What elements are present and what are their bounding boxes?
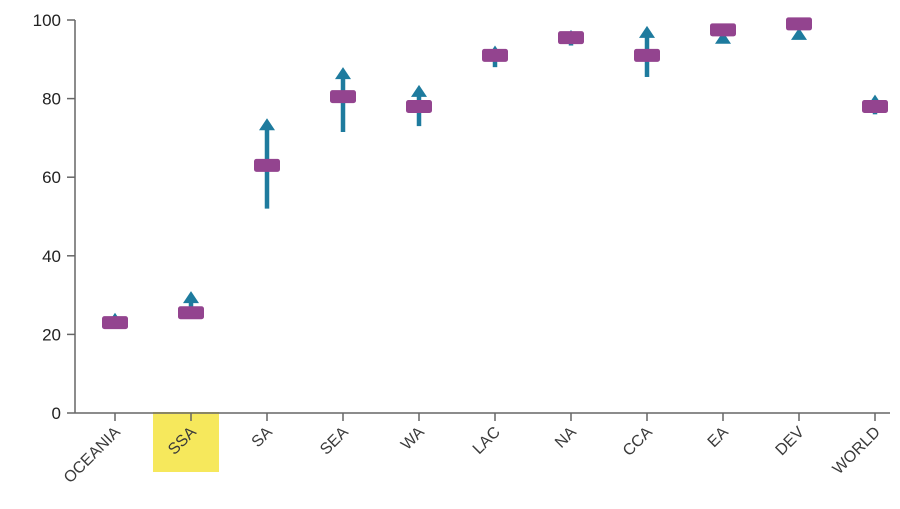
estimate-marker — [862, 99, 888, 113]
x-category-label: EA — [705, 424, 732, 451]
arrow-head — [791, 27, 807, 40]
y-tick-label: 40 — [42, 247, 61, 266]
arrow-head — [183, 291, 199, 304]
estimate-marker — [406, 99, 432, 113]
estimate-marker — [102, 316, 128, 330]
x-category-label: LAC — [470, 424, 504, 458]
estimate-marker — [178, 306, 204, 320]
arrow-head — [715, 31, 731, 44]
y-tick-label: 80 — [42, 90, 61, 109]
estimate-marker — [710, 23, 736, 37]
x-category-label: WORLD — [830, 424, 884, 478]
x-category-label: OCEANIA — [61, 424, 124, 487]
arrow-head — [335, 67, 351, 80]
change-arrow — [791, 27, 807, 40]
estimate-marker — [634, 48, 660, 62]
x-category-label: SEA — [317, 424, 352, 459]
category-highlight — [153, 412, 219, 472]
y-tick-label: 20 — [42, 325, 61, 344]
y-tick-label: 60 — [42, 168, 61, 187]
x-category-label: DEV — [773, 424, 809, 460]
change-arrow — [715, 31, 731, 44]
estimate-marker — [482, 48, 508, 62]
arrow-head — [411, 84, 427, 97]
arrow-head — [259, 118, 275, 131]
x-category-label: SA — [249, 424, 276, 451]
y-tick-label: 0 — [52, 404, 61, 423]
estimate-marker — [786, 17, 812, 31]
x-category-label: WA — [398, 424, 428, 454]
estimate-marker — [558, 31, 584, 45]
estimate-marker — [330, 90, 356, 104]
estimate-marker — [254, 158, 280, 172]
y-tick-label: 100 — [33, 11, 61, 30]
change-arrow — [335, 67, 351, 133]
arrow-head — [639, 25, 655, 38]
x-category-label: CCA — [620, 424, 656, 460]
x-category-label: NA — [552, 424, 580, 452]
